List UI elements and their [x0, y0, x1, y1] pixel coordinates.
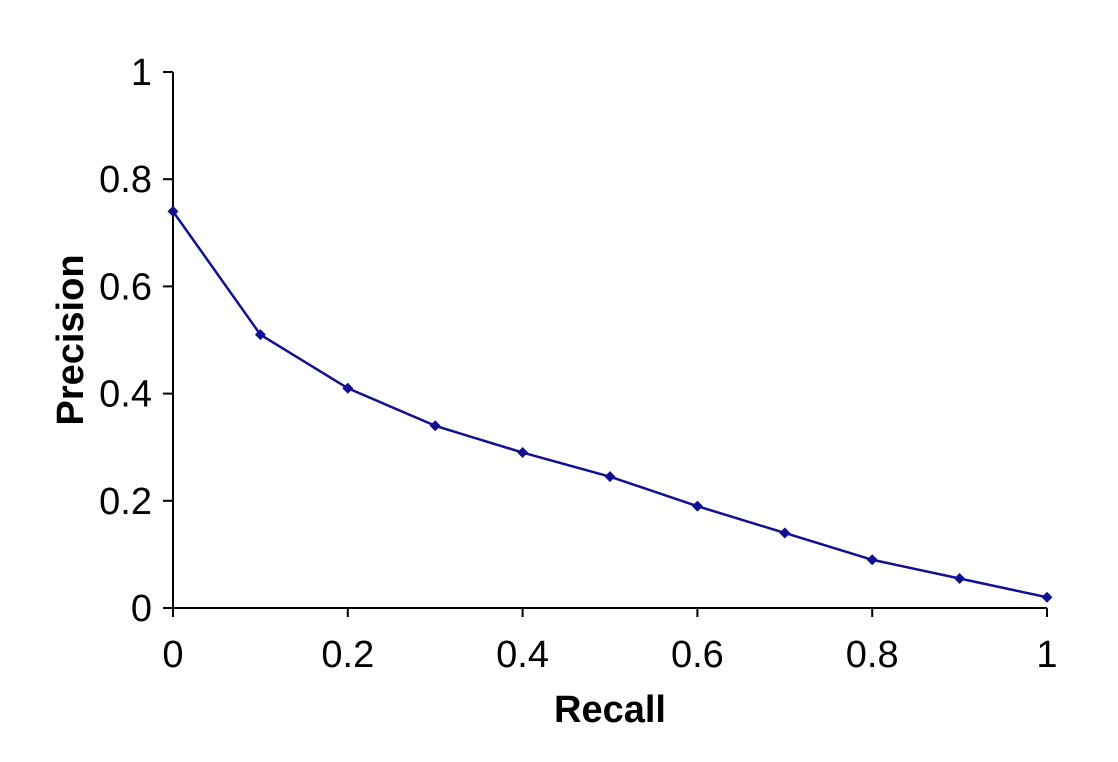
data-point-marker	[954, 573, 966, 585]
y-axis: 0 0.2 0.4 0.6 0.8 1	[99, 52, 174, 630]
data-point-marker	[517, 447, 529, 459]
y-tick-label: 0	[131, 588, 152, 630]
x-tick-label: 0.4	[496, 634, 549, 676]
data-point-marker	[604, 471, 616, 483]
x-axis-title: Recall	[554, 689, 666, 731]
y-tick-label: 0.6	[99, 266, 152, 308]
x-axis: 0 0.2 0.4 0.6 0.8 1	[162, 607, 1058, 676]
series-line	[171, 210, 1049, 599]
data-point-marker	[167, 205, 179, 217]
y-tick-label: 0.2	[99, 481, 152, 523]
y-axis-title: Precision	[50, 254, 92, 425]
y-tick-label: 0.8	[99, 159, 152, 201]
x-tick-label: 0	[162, 634, 183, 676]
x-tick-label: 0.2	[321, 634, 374, 676]
data-point-marker	[691, 500, 703, 512]
x-tick-label: 0.6	[671, 634, 724, 676]
y-tick-label: 1	[131, 52, 152, 94]
data-point-marker	[1041, 591, 1053, 603]
x-tick-label: 1	[1036, 634, 1057, 676]
data-series	[167, 205, 1053, 603]
data-point-marker	[866, 554, 878, 566]
y-tick-label: 0.4	[99, 374, 152, 416]
data-point-marker	[342, 382, 354, 394]
data-point-marker	[779, 527, 791, 539]
data-point-marker	[254, 329, 266, 341]
data-point-marker	[429, 420, 441, 432]
x-tick-label: 0.8	[846, 634, 899, 676]
